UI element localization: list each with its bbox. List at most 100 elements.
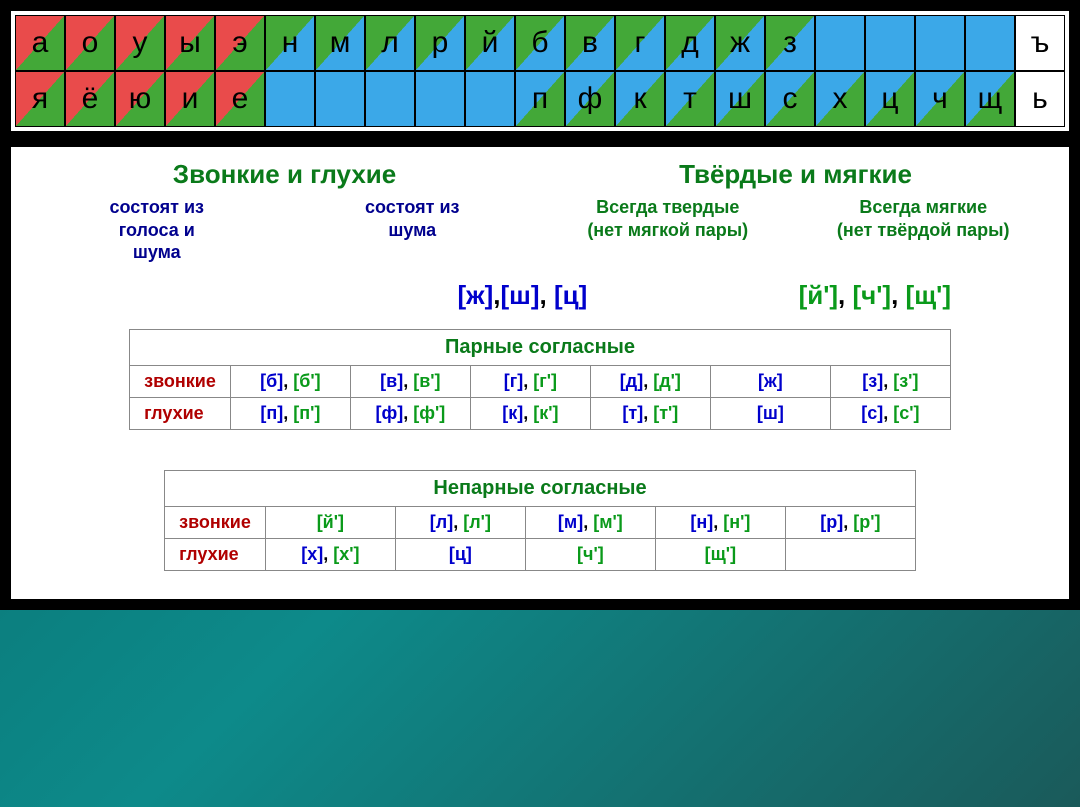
phoneme: , — [843, 512, 853, 532]
phoneme: [п'] — [293, 403, 320, 423]
letter-cell: ъ — [1015, 15, 1065, 71]
phoneme: [ф] — [375, 403, 403, 423]
phoneme: [й'] — [317, 512, 344, 532]
table-cell: [ц] — [395, 538, 525, 570]
letter-cell: з — [765, 15, 815, 71]
phoneme: [ф'] — [413, 403, 445, 423]
letter-cell: р — [415, 15, 465, 71]
letter-cell: к — [615, 71, 665, 127]
phoneme: , — [323, 544, 333, 564]
phoneme: [д] — [620, 371, 643, 391]
phoneme: [н'] — [723, 512, 750, 532]
table-cell: [к], [к'] — [470, 397, 590, 429]
phoneme: [ч'] — [853, 280, 892, 310]
phoneme: , — [283, 371, 293, 391]
phoneme: [щ'] — [705, 544, 736, 564]
letter-cell — [415, 71, 465, 127]
letters-grid: аоуыэнмлрйбвгджзъ яёюиепфктшсхцчщь — [8, 8, 1072, 134]
letter-cell: и — [165, 71, 215, 127]
table-cell: [щ'] — [655, 538, 785, 570]
letter-cell: е — [215, 71, 265, 127]
phoneme: [с'] — [893, 403, 919, 423]
letter-cell: г — [615, 15, 665, 71]
letter-cell — [815, 15, 865, 71]
letter-cell — [265, 71, 315, 127]
table-cell: [н], [н'] — [655, 506, 785, 538]
table-cell: [б], [б'] — [230, 365, 350, 397]
phoneme: [щ'] — [906, 280, 951, 310]
letter-cell: о — [65, 15, 115, 71]
phoneme: [д'] — [653, 371, 681, 391]
unpaired-row-glux: глухие — [165, 538, 266, 570]
letter-cell: м — [315, 15, 365, 71]
phoneme: [в'] — [413, 371, 440, 391]
table-cell — [785, 538, 915, 570]
table-cell: [л], [л'] — [395, 506, 525, 538]
letter-cell: ж — [715, 15, 765, 71]
phoneme: , — [643, 403, 653, 423]
phoneme: , — [283, 403, 293, 423]
phoneme: [г] — [504, 371, 524, 391]
phoneme: , — [403, 371, 413, 391]
letter-cell: я — [15, 71, 65, 127]
letter-cell: т — [665, 71, 715, 127]
unpaired-consonants-table: Непарные согласные звонкие[й'][л], [л'][… — [164, 470, 916, 571]
table-cell: [з], [з'] — [830, 365, 950, 397]
letter-cell — [965, 15, 1015, 71]
letter-cell — [865, 15, 915, 71]
phoneme: [р'] — [853, 512, 880, 532]
table-cell: [м], [м'] — [525, 506, 655, 538]
letter-cell — [915, 15, 965, 71]
phoneme: [в] — [380, 371, 403, 391]
table-cell: [х], [х'] — [265, 538, 395, 570]
letters-row-2: яёюиепфктшсхцчщь — [15, 71, 1065, 127]
phoneme: , — [838, 280, 852, 310]
title-hardsoft: Твёрдые и мягкие — [540, 159, 1051, 190]
phoneme: [б] — [260, 371, 283, 391]
letter-cell: п — [515, 71, 565, 127]
phoneme: [н] — [690, 512, 713, 532]
phoneme: [т'] — [653, 403, 678, 423]
phoneme: , — [583, 512, 593, 532]
phoneme: [п] — [260, 403, 283, 423]
paired-consonants-table: Парные согласные звонкие[б], [б'][в], [в… — [129, 329, 951, 430]
phoneme: [б'] — [293, 371, 320, 391]
col4-l2: (нет твёрдой пары) — [796, 219, 1052, 242]
letter-cell: э — [215, 15, 265, 71]
letter-cell: ь — [1015, 71, 1065, 127]
phoneme: [ж] — [758, 371, 783, 391]
letter-cell — [465, 71, 515, 127]
table-cell: [р], [р'] — [785, 506, 915, 538]
phoneme: [з'] — [893, 371, 918, 391]
letter-cell: ш — [715, 71, 765, 127]
letter-cell: л — [365, 15, 415, 71]
table-cell: [ф], [ф'] — [350, 397, 470, 429]
unpaired-row-zvon: звонкие — [165, 506, 266, 538]
letter-cell — [365, 71, 415, 127]
letter-cell: й — [465, 15, 515, 71]
phoneme: , — [883, 403, 893, 423]
table-cell: [ч'] — [525, 538, 655, 570]
phoneme: , — [403, 403, 413, 423]
letter-cell: ы — [165, 15, 215, 71]
table-cell: [т], [т'] — [590, 397, 710, 429]
table-cell: [ж] — [710, 365, 830, 397]
phoneme: , — [523, 403, 533, 423]
col3-l2: (нет мягкой пары) — [540, 219, 796, 242]
letter-cell: а — [15, 15, 65, 71]
phoneme: [й'] — [799, 280, 838, 310]
col1-l2: голоса и — [29, 219, 285, 242]
letter-cell: ф — [565, 71, 615, 127]
phoneme: , — [713, 512, 723, 532]
phoneme: [ч'] — [577, 544, 604, 564]
paired-title: Парные согласные — [130, 329, 951, 365]
phoneme: [к] — [502, 403, 523, 423]
letter-cell: щ — [965, 71, 1015, 127]
letter-cell: ч — [915, 71, 965, 127]
table-cell: [д], [д'] — [590, 365, 710, 397]
col4-l1: Всегда мягкие — [796, 196, 1052, 219]
table-cell: [в], [в'] — [350, 365, 470, 397]
letter-cell: д — [665, 15, 715, 71]
paired-row-glux: глухие — [130, 397, 231, 429]
subtitles-row: состоят из голоса и шума состоят из шума… — [29, 196, 1051, 264]
